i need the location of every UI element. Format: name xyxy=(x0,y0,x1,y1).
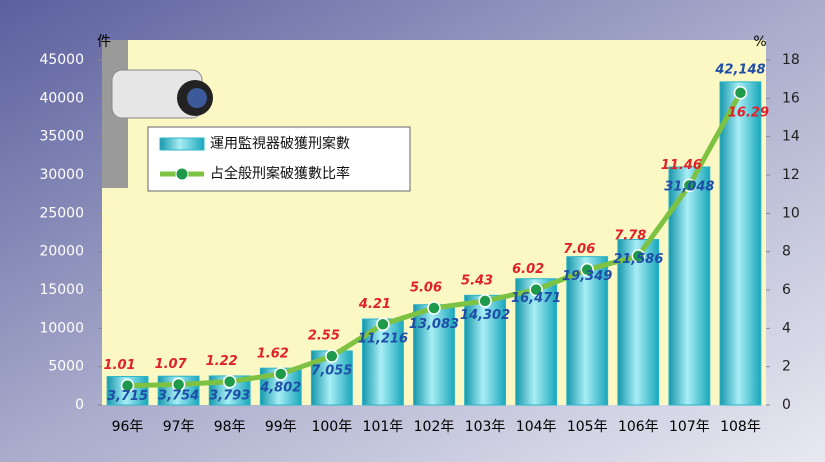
y-tick-label: 10000 xyxy=(39,320,84,336)
y2-tick-label: 14 xyxy=(782,129,800,145)
y2-tick-label: 18 xyxy=(782,52,800,68)
y2-tick-label: 4 xyxy=(782,320,791,336)
x-tick-label: 107年 xyxy=(669,419,710,435)
y2-axis-label: % xyxy=(753,34,766,50)
legend-marker xyxy=(175,167,189,181)
line-marker xyxy=(631,249,646,263)
x-tick-label: 108年 xyxy=(720,419,761,435)
bar-value-label: 14,302 xyxy=(460,308,510,323)
y2-tick-label: 10 xyxy=(782,205,800,221)
line-marker xyxy=(478,294,492,308)
line-marker xyxy=(171,377,186,392)
y-axis-label: 件 xyxy=(97,34,111,50)
x-tick-label: 105年 xyxy=(567,419,608,435)
line-value-label: 1.22 xyxy=(206,354,238,369)
bar-value-label: 11,216 xyxy=(358,332,408,347)
line-value-label: 16.29 xyxy=(728,105,769,120)
y-tick-label: 40000 xyxy=(39,90,84,106)
bar xyxy=(566,256,609,406)
x-tick-label: 97年 xyxy=(163,419,195,435)
y-tick-label: 45000 xyxy=(39,52,84,68)
line-value-label: 7.78 xyxy=(614,228,646,243)
line-marker xyxy=(529,282,543,297)
legend-label: 占全般刑案破獲數比率 xyxy=(210,165,350,182)
bar-value-label: 13,083 xyxy=(409,317,459,332)
x-tick-label: 102年 xyxy=(414,419,455,435)
y-tick-label: 5000 xyxy=(48,359,84,375)
bar-value-label: 3,715 xyxy=(107,389,148,404)
bar-value-label: 3,754 xyxy=(158,389,199,404)
line-value-label: 1.01 xyxy=(103,358,135,373)
y-tick-label: 35000 xyxy=(39,129,84,145)
camera-decoration xyxy=(102,40,213,188)
x-tick-label: 99年 xyxy=(265,419,297,435)
line-marker xyxy=(120,378,135,393)
line-value-label: 5.43 xyxy=(461,273,493,288)
y-tick-label: 15000 xyxy=(39,282,84,298)
line-value-label: 6.02 xyxy=(512,262,544,277)
bar xyxy=(719,81,762,406)
line-value-label: 2.55 xyxy=(308,329,340,344)
y2-tick-label: 12 xyxy=(782,167,800,183)
bar-value-label: 19,349 xyxy=(562,269,612,284)
y-tick-label: 25000 xyxy=(39,205,84,221)
x-tick-label: 100年 xyxy=(311,419,352,435)
x-tick-label: 106年 xyxy=(618,419,659,435)
line-value-label: 7.06 xyxy=(563,242,595,257)
bar xyxy=(515,278,558,406)
x-tick-label: 98年 xyxy=(214,419,246,435)
line-marker xyxy=(325,349,339,363)
line-value-label: 1.62 xyxy=(257,346,289,361)
x-tick-label: 96年 xyxy=(112,419,144,435)
bar-value-label: 16,471 xyxy=(511,291,561,306)
y2-tick-label: 2 xyxy=(782,359,791,375)
line-marker xyxy=(427,301,441,315)
y2-tick-label: 8 xyxy=(782,244,791,260)
line-marker xyxy=(376,317,390,332)
bar xyxy=(464,294,507,406)
line-value-label: 1.07 xyxy=(155,357,188,372)
line-marker xyxy=(733,86,748,100)
y-tick-label: 30000 xyxy=(39,167,84,183)
line-marker xyxy=(682,178,697,193)
line-marker xyxy=(222,374,237,389)
line-value-label: 5.06 xyxy=(410,281,442,296)
y2-tick-label: 16 xyxy=(782,90,800,106)
bar-value-label: 3,793 xyxy=(209,388,250,403)
x-tick-label: 101年 xyxy=(363,419,404,435)
bar-value-label: 4,802 xyxy=(259,381,301,396)
legend-label: 運用監視器破獲刑案數 xyxy=(210,135,350,152)
line-value-label: 11.46 xyxy=(661,158,702,173)
y2-tick-label: 0 xyxy=(782,397,791,413)
bar-value-label: 42,148 xyxy=(714,62,765,77)
bar-value-label: 7,055 xyxy=(311,363,352,378)
x-tick-label: 104年 xyxy=(516,419,557,435)
bar-value-label: 21,586 xyxy=(613,252,663,267)
bar xyxy=(413,304,455,406)
line-marker xyxy=(274,367,288,381)
y-tick-label: 0 xyxy=(75,397,84,413)
legend-swatch xyxy=(159,137,205,151)
bar xyxy=(617,239,660,406)
bar-value-label: 31,048 xyxy=(664,179,714,194)
line-marker xyxy=(580,262,594,277)
y-tick-label: 20000 xyxy=(39,244,84,260)
y2-tick-label: 6 xyxy=(782,282,791,298)
line-value-label: 4.21 xyxy=(358,297,391,312)
x-tick-label: 103年 xyxy=(465,419,506,435)
